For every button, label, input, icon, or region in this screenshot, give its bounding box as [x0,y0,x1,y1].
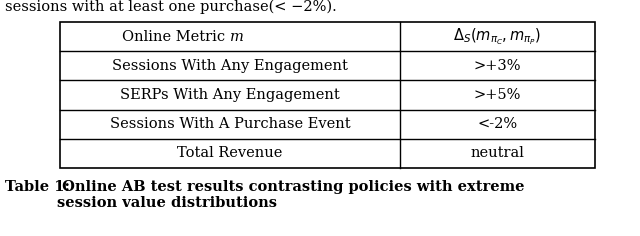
Text: Sessions With A Purchase Event: Sessions With A Purchase Event [109,117,350,131]
Text: m: m [230,30,244,44]
Text: sessions with at least one purchase(< −2%).: sessions with at least one purchase(< −2… [5,0,337,14]
Text: Total Revenue: Total Revenue [177,146,282,160]
Text: SERPs With Any Engagement: SERPs With Any Engagement [120,88,340,102]
Text: $\Delta_S(m_{\pi_C},m_{\pi_P})$: $\Delta_S(m_{\pi_C},m_{\pi_P})$ [453,26,541,47]
Text: Online AB test results contrasting policies with extreme
session value distribut: Online AB test results contrasting polic… [57,180,525,210]
Text: neutral: neutral [470,146,524,160]
Bar [60,22,595,168]
Text: <-2%: <-2% [477,117,517,131]
Text: >+3%: >+3% [474,59,521,73]
Text: >+5%: >+5% [474,88,521,102]
Text: Sessions With Any Engagement: Sessions With Any Engagement [112,59,348,73]
Text: Online Metric: Online Metric [122,30,230,44]
Text: Table 1:: Table 1: [5,180,70,194]
